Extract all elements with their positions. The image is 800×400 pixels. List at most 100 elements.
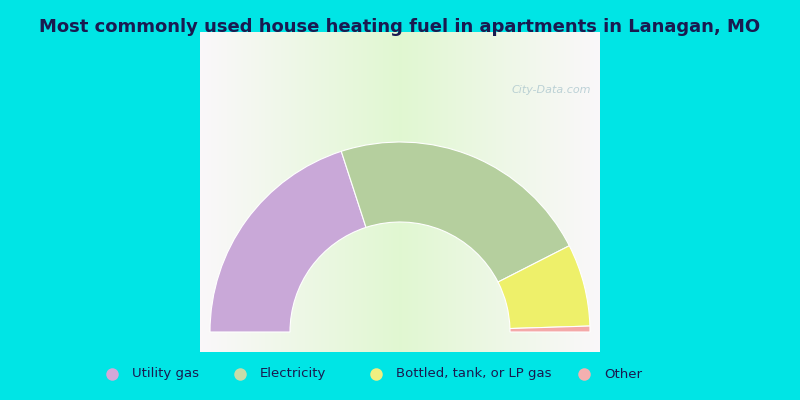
Wedge shape <box>342 142 570 282</box>
Bar <box>496 32 498 352</box>
Bar <box>288 32 290 352</box>
Bar <box>314 32 316 352</box>
Bar <box>470 32 472 352</box>
Bar <box>250 32 252 352</box>
Bar <box>444 32 446 352</box>
Bar <box>426 32 428 352</box>
Bar <box>258 32 260 352</box>
Bar <box>498 32 500 352</box>
Bar <box>598 32 600 352</box>
Bar <box>262 32 264 352</box>
Bar <box>264 32 266 352</box>
Bar <box>536 32 538 352</box>
Bar <box>476 32 478 352</box>
Bar <box>334 32 336 352</box>
Bar <box>376 32 378 352</box>
Bar <box>404 32 406 352</box>
Bar <box>278 32 280 352</box>
Bar <box>232 32 234 352</box>
Text: Other: Other <box>604 368 642 380</box>
Bar <box>462 32 464 352</box>
Bar <box>592 32 594 352</box>
Bar <box>514 32 516 352</box>
Bar <box>440 32 442 352</box>
Bar <box>468 32 470 352</box>
Bar <box>358 32 360 352</box>
Bar <box>226 32 228 352</box>
Bar <box>302 32 304 352</box>
Bar <box>286 32 288 352</box>
Bar <box>292 32 294 352</box>
Bar <box>382 32 384 352</box>
Bar <box>488 32 490 352</box>
Bar <box>234 32 236 352</box>
Bar <box>406 32 408 352</box>
Bar <box>336 32 338 352</box>
Bar <box>534 32 536 352</box>
Bar <box>500 32 502 352</box>
Bar <box>580 32 582 352</box>
Bar <box>518 32 520 352</box>
Bar <box>550 32 552 352</box>
Bar <box>596 32 598 352</box>
Bar <box>244 32 246 352</box>
Bar <box>568 32 570 352</box>
Bar <box>562 32 564 352</box>
Bar <box>532 32 534 352</box>
Bar <box>248 32 250 352</box>
Bar <box>400 32 402 352</box>
Text: Most commonly used house heating fuel in apartments in Lanagan, MO: Most commonly used house heating fuel in… <box>39 18 761 36</box>
Bar <box>230 32 232 352</box>
Bar <box>408 32 410 352</box>
Bar <box>508 32 510 352</box>
Bar <box>464 32 466 352</box>
Bar <box>418 32 420 352</box>
Bar <box>296 32 298 352</box>
Bar <box>224 32 226 352</box>
Bar <box>284 32 286 352</box>
Bar <box>364 32 366 352</box>
Bar <box>368 32 370 352</box>
Bar <box>490 32 492 352</box>
Bar <box>410 32 412 352</box>
Bar <box>544 32 546 352</box>
Bar <box>254 32 256 352</box>
Bar <box>260 32 262 352</box>
Bar <box>588 32 590 352</box>
Bar <box>402 32 404 352</box>
Bar <box>524 32 526 352</box>
Bar <box>516 32 518 352</box>
Bar <box>246 32 248 352</box>
Bar <box>204 32 206 352</box>
Bar <box>306 32 308 352</box>
Bar <box>222 32 224 352</box>
Bar <box>352 32 354 352</box>
Bar <box>272 32 274 352</box>
Bar <box>310 32 312 352</box>
Bar <box>558 32 560 352</box>
Bar <box>320 32 322 352</box>
Bar <box>530 32 532 352</box>
Bar <box>528 32 530 352</box>
Bar <box>538 32 540 352</box>
Bar <box>560 32 562 352</box>
Bar <box>584 32 586 352</box>
Bar <box>504 32 506 352</box>
Bar <box>392 32 394 352</box>
Bar <box>460 32 462 352</box>
Bar <box>298 32 300 352</box>
Bar <box>356 32 358 352</box>
Wedge shape <box>510 326 590 332</box>
Bar <box>512 32 514 352</box>
Bar <box>456 32 458 352</box>
Bar <box>520 32 522 352</box>
Wedge shape <box>210 151 366 332</box>
Bar <box>526 32 528 352</box>
Bar <box>480 32 482 352</box>
Bar <box>388 32 390 352</box>
Bar <box>590 32 592 352</box>
Bar <box>312 32 314 352</box>
Bar <box>566 32 568 352</box>
Wedge shape <box>498 246 590 328</box>
Bar <box>494 32 496 352</box>
